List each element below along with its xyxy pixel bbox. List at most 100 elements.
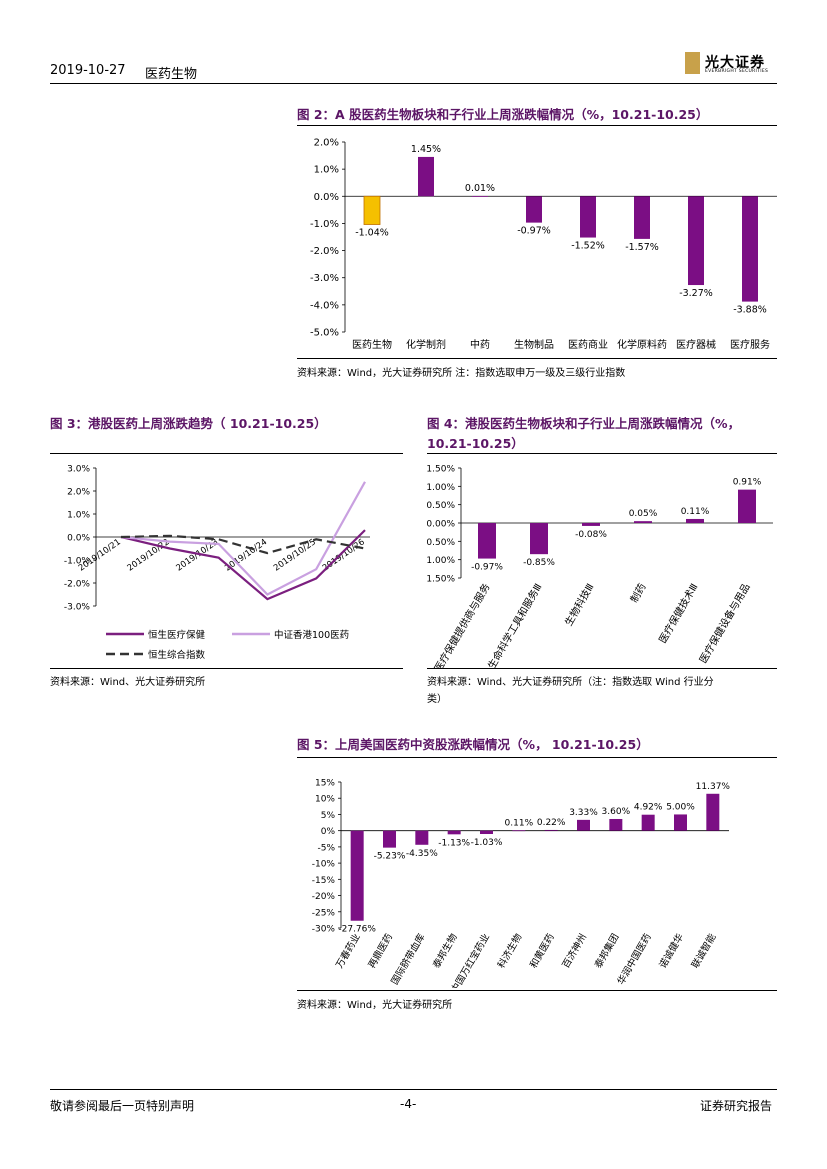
fig4-tick-label: 1.50%	[427, 465, 455, 475]
logo-name: 光大证券	[705, 55, 765, 71]
fig3-bottom-rule	[50, 668, 403, 669]
fig2-data-label: -1.57%	[625, 242, 659, 253]
fig5-data-label: 3.60%	[602, 807, 631, 817]
fig2-bar	[363, 195, 381, 225]
fig5-top-rule	[297, 757, 777, 758]
fig3-tick-label: 1.0%	[67, 511, 90, 521]
fig3-top-rule	[50, 453, 403, 454]
fig2-data-label: -3.27%	[679, 288, 713, 299]
fig2-source: 资料来源：Wind，光大证券研究所 注：指数选取申万一级及三级行业指数	[297, 368, 626, 379]
fig5-chart: 15% 10% 5% 0% -5% -10% -15% -20% -25% -30% -27.76%…	[312, 779, 731, 989]
fig5-category-label: 万春药业	[333, 932, 362, 971]
fig5-tick-label: -25%	[312, 908, 336, 918]
fig5-category-label: 联诚智能	[689, 931, 719, 970]
fig5-bar	[706, 793, 720, 831]
fig3-legend-label: 中证香港100医药	[274, 629, 349, 641]
fig5-tick-label: 10%	[315, 795, 335, 805]
fig2-bar	[688, 196, 704, 286]
fig5-data-label: 4.92%	[634, 803, 663, 813]
fig5-data-label: -1.03%	[471, 838, 503, 848]
fig4-data-label: 0.05%	[629, 509, 658, 519]
fig5-data-label: 3.33%	[569, 808, 598, 818]
fig2-tick-label: -5.0%	[310, 328, 339, 339]
fig2-category-label: 医疗器械	[676, 338, 716, 351]
fig4-tick-label: 1.00%	[427, 483, 455, 493]
fig2-tick-label: -4.0%	[310, 300, 339, 311]
fig2-data-label: 0.01%	[465, 183, 495, 194]
report-date: 2019-10-27	[50, 63, 126, 78]
fig4-bar	[582, 523, 600, 526]
fig2-category-label: 生物制品	[514, 338, 554, 351]
fig5-category-label: 华润中国医药	[615, 932, 654, 987]
fig2-bar	[526, 196, 542, 223]
fig3-tick-label: 2.0%	[67, 488, 90, 498]
fig5-bar	[415, 830, 429, 845]
fig4-tick-label: -1.50%	[427, 575, 455, 585]
fig2-bottom-rule	[297, 358, 777, 359]
fig5-data-label: -4.35%	[406, 849, 438, 859]
fig4-bar	[686, 518, 704, 523]
fig4-tick-label: 0.50%	[427, 501, 455, 511]
fig2-chart: 2.0% 1.0% 0.0% -1.0% -2.0% -3.0% -4.0% -5.0% -1.…	[310, 138, 777, 351]
fig3-x-label: 2019/10/25	[272, 537, 318, 573]
fig4-bar	[478, 523, 496, 559]
fig4-source-line1: 资料来源：Wind、光大证券研究所（注：指数选取 Wind 行业分	[427, 677, 714, 688]
fig5-bar	[641, 814, 655, 831]
fig4-bottom-rule	[427, 668, 777, 669]
fig2-category-label: 化学制剂	[406, 338, 446, 351]
fig5-tick-label: 5%	[321, 811, 336, 821]
fig5-bar	[512, 830, 526, 832]
fig4-title-line2: 10.21-10.25）	[427, 436, 524, 451]
fig3-series-line	[120, 529, 366, 601]
fig5-data-label: -1.13%	[438, 838, 470, 848]
fig5-tick-label: -30%	[312, 925, 336, 935]
fig3-series-line	[120, 481, 366, 596]
fig2-bar	[634, 196, 650, 239]
fig4-category-label: 制药	[627, 581, 648, 605]
fig5-tick-label: -15%	[312, 876, 336, 886]
fig5-tick-label: -5%	[317, 843, 335, 853]
fig5-tick-label: -20%	[312, 892, 336, 902]
fig4-data-label: -0.85%	[523, 558, 555, 568]
fig5-data-label: -27.76%	[338, 925, 376, 935]
fig2-bar	[580, 196, 596, 238]
fig2-data-label: -0.97%	[517, 226, 551, 237]
fig4-data-label: -0.97%	[471, 563, 503, 573]
fig3-source: 资料来源：Wind、光大证券研究所	[50, 677, 206, 688]
fig5-category-label: 科济生物	[495, 931, 525, 970]
fig5-bar	[544, 829, 558, 831]
fig5-tick-label: 0%	[321, 827, 336, 837]
fig4-tick-label: -0.50%	[427, 538, 455, 548]
fig4-chart: 1.50% 1.00% 0.50% 0.00% -0.50% -1.00% -1.50% -0…	[427, 465, 773, 668]
fig2-top-rule	[297, 125, 777, 126]
fig5-bar	[447, 830, 461, 835]
fig2-tick-label: -2.0%	[310, 246, 339, 257]
fig2-category-label: 医药生物	[352, 338, 392, 351]
fig2-tick-label: -3.0%	[310, 273, 339, 284]
fig3-title: 图 3：港股医药上周涨跌趋势（ 10.21-10.25）	[50, 416, 327, 431]
fig4-category-label: 生物科技Ⅲ	[562, 581, 597, 628]
fig5-title: 图 5：上周美国医药中资股涨跌幅情况（%， 10.21-10.25）	[297, 737, 649, 752]
fig5-tick-label: -10%	[312, 860, 336, 870]
fig5-bar	[350, 830, 364, 921]
fig4-bar	[738, 489, 756, 523]
fig5-category-label: 泰邦集团	[592, 932, 621, 971]
page-number: -4-	[400, 1097, 417, 1111]
fig5-tick-label: 15%	[315, 779, 335, 789]
fig2-category-label: 中药	[470, 338, 490, 351]
footer-divider	[50, 1089, 777, 1090]
fig2-tick-label: 2.0%	[314, 138, 339, 149]
fig4-category-label: 医疗保健设备与用品	[696, 581, 752, 665]
fig2-category-label: 医疗服务	[730, 338, 770, 351]
fig2-data-label: -1.04%	[355, 228, 389, 239]
fig4-bar	[530, 523, 548, 555]
fig4-tick-label: -1.00%	[427, 556, 455, 566]
fig4-data-label: 0.11%	[681, 507, 710, 517]
fig5-category-label: 国际脐带血库	[389, 931, 428, 987]
fig5-bar	[609, 818, 623, 831]
fig3-tick-label: 0.0%	[67, 534, 90, 544]
fig3-tick-label: -1.0%	[64, 557, 91, 567]
fig5-data-label: 0.11%	[505, 818, 534, 828]
company-logo: 光大证券 EVERBRIGHT SECURITIES	[685, 52, 780, 78]
fig2-category-label: 化学原料药	[617, 338, 667, 351]
